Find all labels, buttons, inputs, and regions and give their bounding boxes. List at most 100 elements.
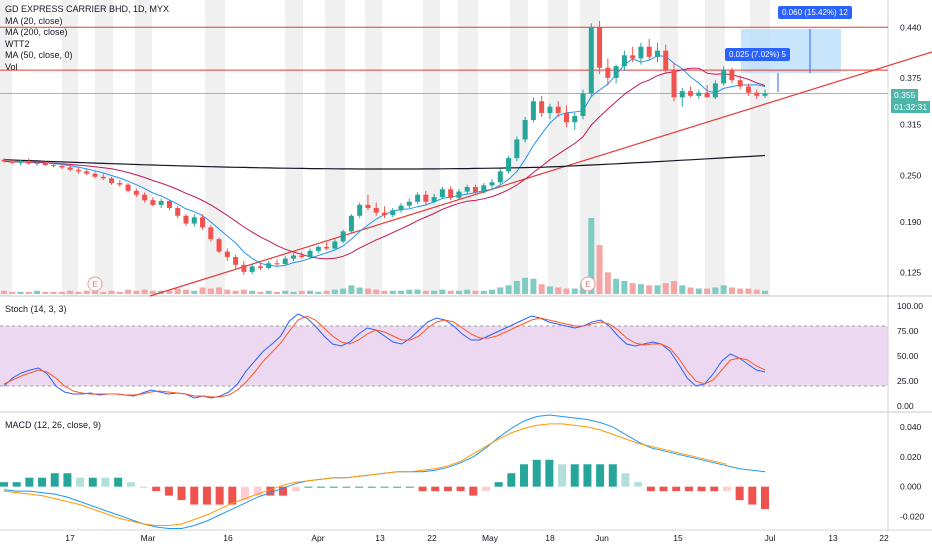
legend: GD EXPRESS CARRIER BHD, 1D, MYX MA (20, …: [5, 4, 169, 74]
macd-histogram-bar: [279, 486, 288, 496]
candle-body: [630, 55, 636, 59]
candle-body: [59, 165, 65, 168]
volume-bar: [464, 289, 471, 294]
volume-bar: [182, 289, 189, 294]
volume-bar: [662, 283, 669, 294]
time-axis-label: Mar: [141, 533, 156, 543]
macd-histogram-bar: [228, 486, 237, 505]
volume-bar: [356, 287, 363, 294]
macd-axis-label: -0.020: [900, 512, 924, 522]
candle-body: [572, 116, 578, 123]
macd-histogram-bar: [0, 482, 8, 487]
volume-bar: [282, 290, 289, 294]
macd-histogram-bar: [634, 482, 643, 487]
macd-histogram-bar: [545, 459, 554, 487]
volume-bar: [555, 287, 562, 294]
candle-body: [18, 161, 24, 163]
volume-bar: [307, 290, 314, 294]
candle-body: [1, 159, 7, 162]
candle-body: [464, 186, 470, 192]
time-axis-label: 18: [545, 533, 555, 543]
volume-bar: [571, 288, 578, 294]
indicator-wtt2[interactable]: WTT2: [5, 38, 30, 49]
ma200-line: [3, 154, 766, 170]
volume-bar: [613, 278, 620, 294]
macd-histogram-bar: [520, 464, 529, 487]
candle-body: [291, 255, 297, 259]
candle-body: [696, 92, 702, 96]
volume-bar: [671, 280, 678, 294]
volume-bar: [422, 290, 429, 294]
candle-body: [481, 185, 487, 193]
weekend-band: [0, 0, 12, 296]
volume-bar: [108, 290, 115, 294]
macd-histogram-bar: [646, 486, 655, 492]
macd-label[interactable]: MACD (12, 26, close, 9): [5, 420, 102, 430]
volume-bar: [737, 288, 744, 294]
volume-bar: [513, 280, 520, 294]
macd-histogram-bar: [342, 486, 351, 488]
macd-histogram-bar: [367, 486, 376, 488]
candle-body: [663, 50, 669, 71]
indicator-ma50[interactable]: MA (50, close, 0): [5, 50, 73, 61]
indicator-vol[interactable]: Vol: [5, 61, 18, 72]
volume-bar: [232, 290, 239, 294]
time-axis-label: 22: [427, 533, 437, 543]
volume-bar: [406, 289, 413, 294]
macd-axis-label: 0.040: [900, 422, 922, 432]
volume-bar: [728, 287, 735, 294]
macd-histogram-bar: [50, 473, 59, 487]
macd-histogram-bar: [570, 464, 579, 487]
volume-bar: [75, 291, 82, 294]
volume-bar: [273, 291, 280, 294]
price-axis-label: 0.250: [900, 170, 922, 180]
volume-bar: [298, 290, 305, 294]
macd-histogram-bar: [672, 486, 681, 492]
time-axis-label: Jul: [765, 533, 776, 543]
weekend-band: [750, 0, 770, 296]
measure-label-big[interactable]: 0.060 (15.42%) 12: [778, 6, 852, 19]
ma50-line: [3, 67, 766, 260]
candle-body: [324, 246, 330, 249]
volume-bar: [67, 290, 74, 294]
macd-histogram-bar: [76, 477, 85, 487]
volume-bar: [538, 284, 545, 294]
measure-label-small[interactable]: 0.025 (7.02%) 5: [725, 48, 790, 61]
macd-histogram-bar: [608, 464, 617, 487]
stoch-axis-label: 25.00: [897, 376, 919, 386]
candle-body: [406, 201, 412, 206]
candle-body: [456, 191, 462, 198]
candle-body: [605, 67, 611, 78]
macd-histogram-bar: [443, 486, 452, 492]
volume-bar: [546, 286, 553, 294]
candle-body: [26, 161, 32, 164]
macd-histogram-bar: [152, 486, 161, 492]
indicator-ma20[interactable]: MA (20, close): [5, 15, 63, 26]
macd-histogram-bar: [748, 486, 757, 505]
candle-body: [75, 169, 81, 172]
macd-histogram-bar: [684, 486, 693, 492]
candle-body: [737, 80, 743, 87]
indicator-ma200[interactable]: MA (200, close): [5, 27, 68, 38]
volume-bar: [257, 291, 264, 294]
stoch-label[interactable]: Stoch (14, 3, 3): [5, 304, 67, 314]
trend-line: [149, 51, 932, 297]
candle-body: [158, 200, 164, 205]
candle-body: [762, 93, 768, 96]
candle-body: [51, 165, 57, 167]
volume-bar: [604, 272, 611, 294]
volume-bar: [654, 285, 661, 294]
macd-histogram-bar: [240, 486, 249, 501]
macd-histogram-bar: [393, 486, 402, 488]
macd-histogram-bar: [253, 486, 262, 496]
candle-body: [679, 91, 685, 98]
macd-histogram-bar: [291, 486, 300, 492]
macd-histogram-bar: [304, 486, 313, 488]
candle-body: [142, 194, 148, 201]
volume-bar: [323, 290, 330, 294]
price-axis-label: 0.375: [900, 73, 922, 83]
weekend-band: [135, 0, 152, 296]
volume-bar: [141, 289, 148, 294]
candle-body: [530, 101, 536, 120]
